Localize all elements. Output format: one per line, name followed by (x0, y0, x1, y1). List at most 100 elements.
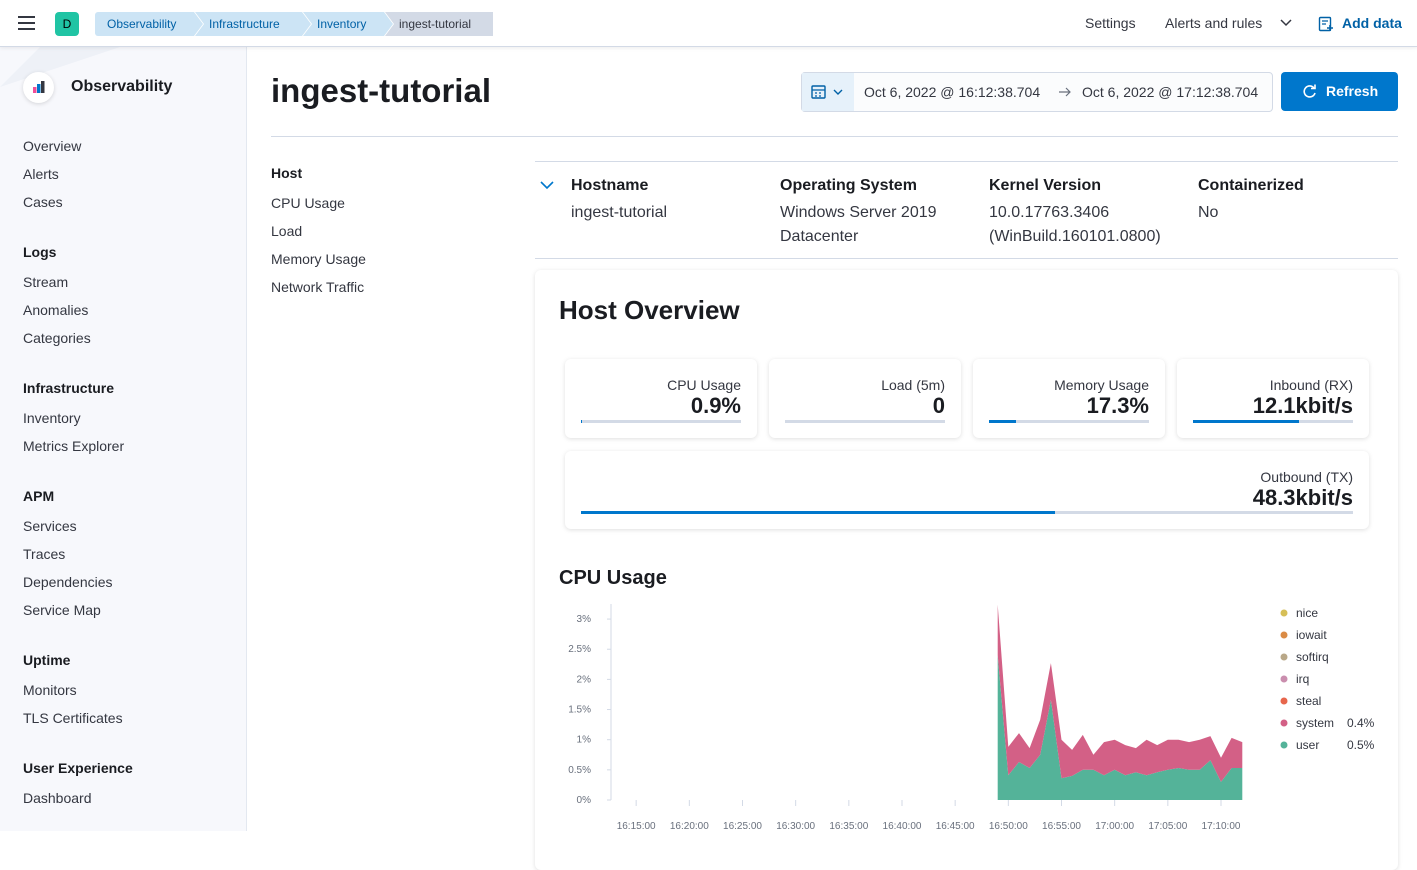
date-start[interactable]: Oct 6, 2022 @ 16:12:38.704 (864, 84, 1041, 100)
nav-item[interactable]: Service Map (23, 602, 101, 618)
collapse-toggle[interactable] (540, 180, 554, 190)
meta-label: Containerized (1198, 177, 1304, 194)
meta-label: Kernel Version (989, 177, 1102, 194)
chevron (1280, 19, 1292, 27)
add-data-icon (1318, 16, 1333, 32)
divider (535, 161, 1398, 162)
metric-card: Load (5m) 0 (769, 359, 961, 438)
progress-track (1193, 420, 1353, 423)
toc-heading: Host (271, 165, 303, 181)
legend-label: iowait (1296, 628, 1327, 642)
date-quick-menu[interactable] (802, 73, 854, 111)
breadcrumb[interactable]: Inventory (303, 12, 393, 36)
nav-heading: Uptime (23, 652, 71, 668)
metric-card: CPU Usage 0.9% (565, 359, 757, 438)
alerts-menu[interactable]: Alerts and rules (1165, 15, 1263, 31)
progress-fill (581, 511, 1055, 514)
nav-item[interactable]: Dashboard (23, 790, 92, 806)
header: D Observability Infrastructure Inventory… (0, 0, 1417, 47)
nav-item[interactable]: Anomalies (23, 302, 89, 318)
nav-item[interactable]: Dependencies (23, 574, 113, 590)
page: D Observability Infrastructure Inventory… (0, 0, 1417, 831)
legend-swatch (1280, 697, 1288, 705)
metric-card: Memory Usage 17.3% (973, 359, 1165, 438)
nav-item[interactable]: Monitors (23, 682, 77, 698)
nav-item[interactable]: Stream (23, 274, 69, 290)
breadcrumb[interactable]: Infrastructure (195, 12, 311, 36)
metric-value: 48.3kbit/s (1252, 485, 1353, 510)
x-tick-label: 16:30:00 (776, 821, 815, 831)
metric-label: Outbound (TX) (1260, 469, 1353, 485)
nav-item[interactable]: Categories (23, 330, 91, 346)
legend-label: system (1296, 716, 1334, 730)
legend-swatch (1280, 675, 1288, 683)
x-tick-label: 16:20:00 (670, 821, 709, 831)
progress-track (785, 420, 945, 423)
nav-item[interactable]: TLS Certificates (23, 710, 123, 726)
toc-link[interactable]: Load (271, 223, 303, 239)
settings-link[interactable]: Settings (1085, 15, 1136, 31)
nav-item[interactable]: Overview (23, 138, 82, 154)
legend-label: steal (1296, 694, 1321, 708)
app-logo (23, 72, 54, 103)
add-data-link[interactable]: Add data (1342, 15, 1402, 31)
nav-heading: APM (23, 488, 55, 504)
nav-item[interactable]: Metrics Explorer (23, 438, 125, 454)
menu-button[interactable] (18, 15, 36, 31)
x-tick-label: 16:55:00 (1042, 821, 1081, 831)
x-tick-label: 16:15:00 (617, 821, 656, 831)
toc-link[interactable]: Network Traffic (271, 279, 365, 295)
toc-link[interactable]: CPU Usage (271, 195, 345, 211)
meta-value: Windows Server 2019 Datacenter (780, 204, 937, 245)
date-end[interactable]: Oct 6, 2022 @ 17:12:38.704 (1082, 84, 1259, 100)
metric-card: Outbound (TX) 48.3kbit/s (565, 451, 1369, 529)
progress-fill (1193, 420, 1299, 423)
breadcrumb[interactable]: Observability (95, 12, 203, 36)
nav-item[interactable]: Services (23, 518, 77, 534)
meta-value: ingest-tutorial (571, 204, 668, 221)
nav-item[interactable]: Traces (23, 546, 66, 562)
toc-link[interactable]: Memory Usage (271, 251, 366, 267)
calendar-icon (811, 85, 843, 99)
metric-value: 0 (932, 393, 945, 418)
metric-value: 12.1kbit/s (1252, 393, 1353, 418)
legend-label: softirq (1296, 650, 1329, 664)
metric-card: Inbound (RX) 12.1kbit/s (1177, 359, 1369, 438)
legend-swatch (1280, 719, 1288, 727)
x-tick-label: 16:40:00 (883, 821, 922, 831)
metric-label: Memory Usage (1054, 377, 1149, 393)
legend-label: nice (1296, 606, 1318, 620)
y-tick-label: 1.5% (568, 705, 591, 716)
refresh-button[interactable]: Refresh (1281, 72, 1398, 111)
meta-label: Hostname (571, 177, 649, 194)
breadcrumb-current: ingest-tutorial (385, 12, 493, 36)
meta-label: Operating System (780, 177, 917, 194)
nav-item[interactable]: Inventory (23, 410, 81, 426)
nav-heading: Logs (23, 244, 57, 260)
metric-label: Inbound (RX) (1269, 377, 1353, 393)
app-title: Observability (71, 78, 173, 95)
progress-track (581, 420, 741, 423)
section-title: Host Overview (559, 295, 740, 325)
meta-value: No (1198, 204, 1219, 221)
progress-fill (989, 420, 1016, 423)
metric-label: Load (5m) (881, 377, 945, 393)
arrow-icon (1059, 87, 1071, 97)
nav-heading: Infrastructure (23, 380, 115, 396)
y-tick-label: 0% (577, 795, 592, 806)
nav-item[interactable]: Alerts (23, 166, 59, 182)
divider (535, 258, 1398, 259)
meta-value: 10.0.17763.3406 (WinBuild.160101.0800) (989, 204, 1161, 245)
legend-value: 0.4% (1347, 716, 1375, 730)
refresh-icon (1303, 84, 1316, 98)
legend-swatch (1280, 653, 1288, 661)
x-tick-label: 16:25:00 (723, 821, 762, 831)
metric-value: 0.9% (690, 393, 741, 418)
legend-value: 0.5% (1347, 738, 1375, 752)
x-tick-label: 17:10:00 (1202, 821, 1241, 831)
space-avatar[interactable]: D (55, 12, 79, 36)
x-tick-label: 16:35:00 (829, 821, 868, 831)
nav-item[interactable]: Cases (23, 194, 63, 210)
y-tick-label: 0.5% (568, 765, 591, 776)
progress-track (581, 511, 1353, 514)
